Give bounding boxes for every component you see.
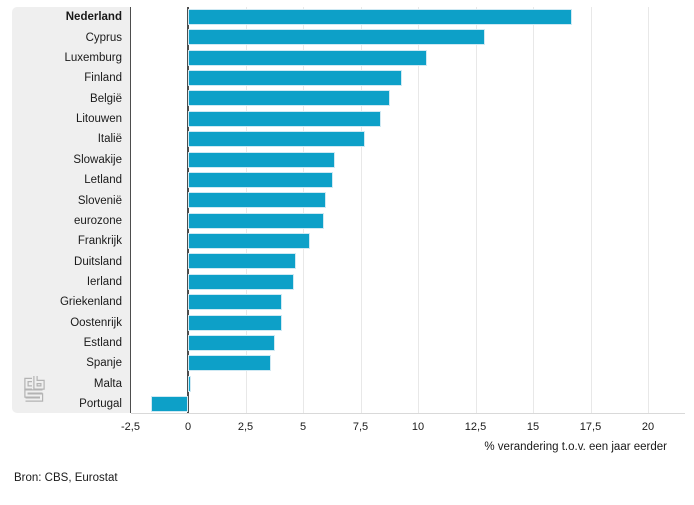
bar xyxy=(188,375,191,392)
category-label: Portugal xyxy=(79,398,122,411)
x-axis-baseline xyxy=(131,413,685,414)
plot-area xyxy=(131,7,685,413)
bar xyxy=(188,192,326,209)
gridline xyxy=(303,7,304,413)
gridline xyxy=(648,7,649,413)
zero-axis-line xyxy=(187,7,189,413)
bar xyxy=(151,396,188,413)
category-label: Oostenrijk xyxy=(70,316,122,329)
category-label: Spanje xyxy=(86,357,122,370)
x-axis-ticks: -2,5 0 2,5 5 7,5 10 12,5 15 17,5 20 xyxy=(121,413,685,439)
category-label: Slowakije xyxy=(73,153,122,166)
category-label: Cyprus xyxy=(85,31,122,44)
category-label: Luxemburg xyxy=(64,51,122,64)
gridline xyxy=(590,7,592,413)
category-label-panel: Nederland Cyprus Luxemburg Finland België Lit… xyxy=(12,7,131,413)
bar xyxy=(188,131,366,148)
category-label: Nederland xyxy=(65,11,122,24)
x-tick-label: 12,5 xyxy=(464,421,487,433)
source-note: Bron: CBS, Eurostat xyxy=(14,472,118,484)
x-tick-label: 10 xyxy=(411,421,425,433)
category-label: Estland xyxy=(83,337,122,350)
x-tick-label: 2,5 xyxy=(237,421,254,433)
category-label: Malta xyxy=(93,377,122,390)
category-axis-line xyxy=(129,7,132,413)
bar xyxy=(188,355,271,372)
x-tick-label: 20 xyxy=(641,421,655,433)
x-tick-label: 7,5 xyxy=(352,421,369,433)
gridline xyxy=(533,7,534,413)
gridline xyxy=(245,7,247,413)
bar xyxy=(188,253,297,270)
x-tick-label: 0 xyxy=(184,421,192,433)
x-tick-label: 15 xyxy=(526,421,540,433)
category-label: Ierland xyxy=(86,276,122,288)
gridline xyxy=(418,7,419,413)
bar xyxy=(188,9,573,25)
x-axis-title: % verandering t.o.v. een jaar eerder xyxy=(484,441,667,453)
category-label: Italië xyxy=(97,133,122,146)
category-label: Slovenië xyxy=(77,194,122,207)
category-label: Letland xyxy=(84,174,122,187)
category-label: Litouwen xyxy=(75,113,122,126)
category-label: België xyxy=(90,92,122,105)
bar xyxy=(188,334,276,351)
x-tick-label: 5 xyxy=(299,421,307,433)
bar xyxy=(188,90,391,107)
bar xyxy=(188,49,428,66)
gridline xyxy=(360,7,362,413)
x-tick-label: 17,5 xyxy=(579,421,602,433)
cbs-logo xyxy=(24,376,45,402)
bar xyxy=(188,233,310,250)
bar xyxy=(188,171,333,188)
bar xyxy=(188,151,336,168)
category-label: eurozone xyxy=(74,214,122,227)
bar xyxy=(188,314,283,331)
category-label: Griekenland xyxy=(59,296,122,309)
x-tick-label: -2,5 xyxy=(121,421,140,433)
bar xyxy=(188,212,324,229)
bar xyxy=(188,273,294,290)
gridline xyxy=(475,7,477,413)
bar xyxy=(188,29,485,46)
bar xyxy=(188,110,382,127)
category-label: Duitsland xyxy=(74,255,122,268)
bar xyxy=(188,294,283,311)
category-label: Frankrijk xyxy=(77,235,122,248)
bar xyxy=(188,70,402,87)
category-label: Finland xyxy=(84,72,122,85)
